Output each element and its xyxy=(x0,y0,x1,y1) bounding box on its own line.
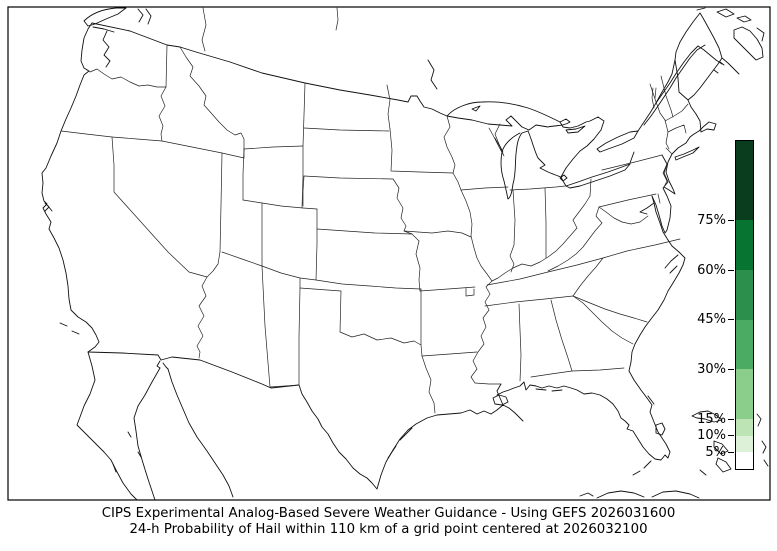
colorbar-segment xyxy=(735,140,753,221)
colorbar-segment xyxy=(735,435,753,453)
great-lakes xyxy=(446,101,639,200)
colorbar-tick-label: 10% xyxy=(697,428,726,444)
probability-colorbar xyxy=(734,139,754,470)
colorbar-segment xyxy=(735,220,753,270)
colorbar-tick-mark xyxy=(728,435,734,437)
colorbar-tick-label: 15% xyxy=(697,411,726,427)
colorbar-segment xyxy=(735,419,753,436)
colorbar-tick-mark xyxy=(728,369,734,371)
figure-caption: CIPS Experimental Analog-Based Severe We… xyxy=(0,506,777,537)
islands xyxy=(44,202,769,499)
colorbar-tick-mark xyxy=(728,319,734,321)
map-frame xyxy=(7,6,771,501)
colorbar-tick-mark xyxy=(728,451,734,454)
colorbar-segment xyxy=(735,270,753,320)
coastlines xyxy=(41,12,723,490)
mexico-coastlines xyxy=(76,351,234,500)
colorbar-tick-label: 45% xyxy=(697,312,726,328)
colorbar-segment xyxy=(735,452,753,469)
caption-line-2: 24-h Probability of Hail within 110 km o… xyxy=(129,521,648,537)
colorbar-tick-mark xyxy=(728,219,734,222)
colorbar-tick-mark xyxy=(728,269,734,271)
colorbar-tick-mark xyxy=(728,418,734,420)
colorbar-tick-label: 5% xyxy=(705,444,726,460)
colorbar-tick-label: 75% xyxy=(697,213,726,228)
caption-line-1: CIPS Experimental Analog-Based Severe We… xyxy=(101,506,676,521)
colorbar-tick-label: 60% xyxy=(697,262,726,278)
colorbar-segment xyxy=(735,319,753,370)
canada-and-islands xyxy=(83,7,765,90)
state-borders xyxy=(60,44,689,414)
colorbar-tick-label: 30% xyxy=(697,362,726,378)
colorbar-segment xyxy=(735,369,753,420)
